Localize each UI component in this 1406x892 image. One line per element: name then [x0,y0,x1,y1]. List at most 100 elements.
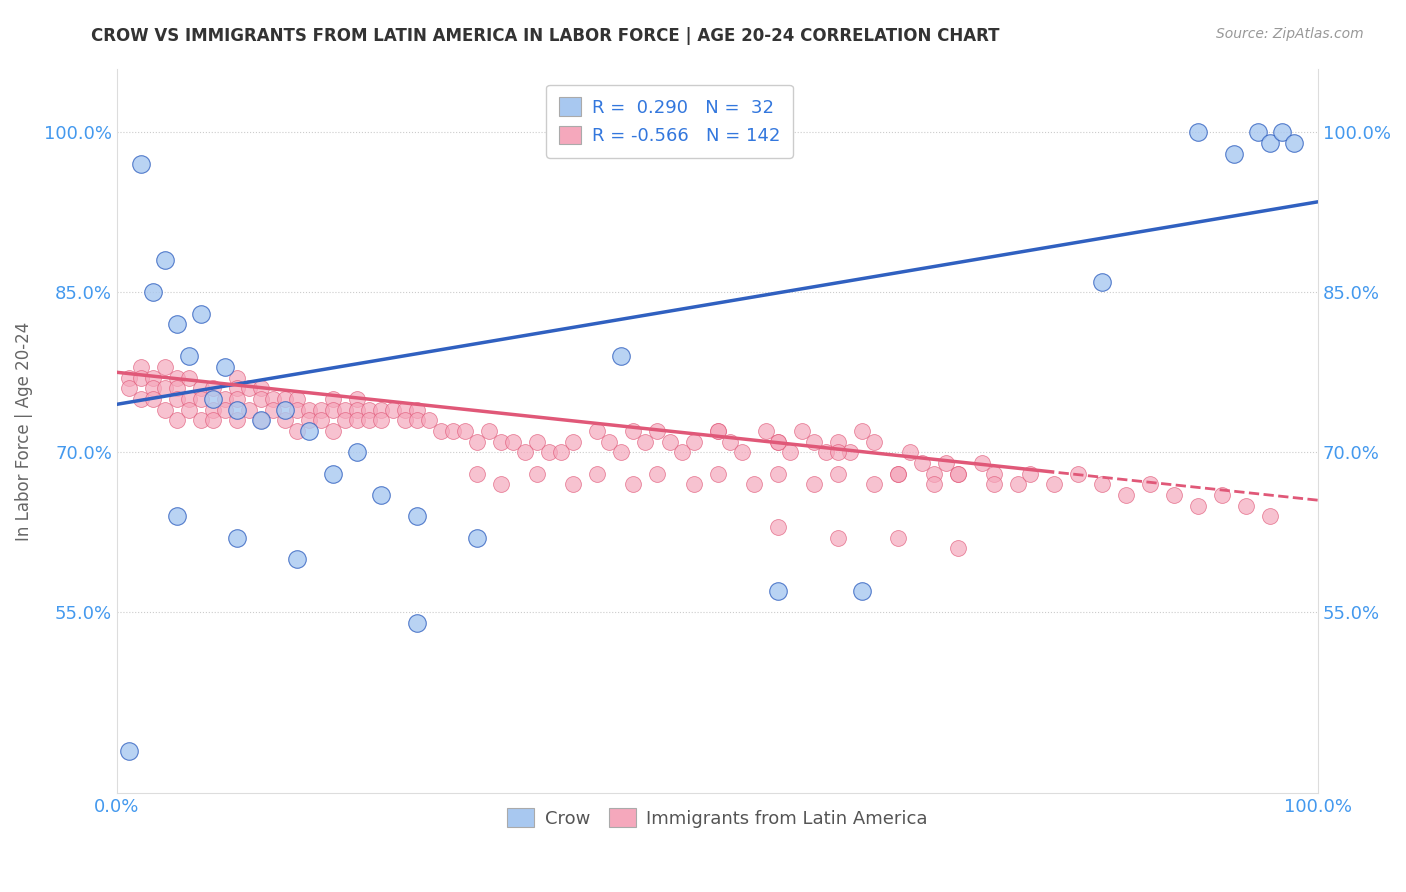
Point [166,381,188,395]
Point [394,413,416,427]
Point [118,381,141,395]
Point [886,467,908,481]
Point [285,424,308,438]
Point [1271,126,1294,140]
Point [454,424,477,438]
Point [682,477,704,491]
Point [1187,126,1209,140]
Legend: Crow, Immigrants from Latin America: Crow, Immigrants from Latin America [501,801,935,835]
Point [1091,477,1114,491]
Point [250,392,273,406]
Point [922,467,945,481]
Point [946,467,969,481]
Point [779,445,801,459]
Point [177,349,200,363]
Point [335,413,357,427]
Point [153,253,176,268]
Point [370,402,392,417]
Point [610,349,633,363]
Point [766,520,789,534]
Point [491,477,513,491]
Point [238,402,260,417]
Point [766,434,789,449]
Point [214,402,236,417]
Point [309,413,332,427]
Point [177,392,200,406]
Point [526,467,548,481]
Point [142,370,165,384]
Point [491,434,513,449]
Point [406,509,429,524]
Point [1258,136,1281,150]
Point [671,445,693,459]
Point [346,413,368,427]
Point [177,402,200,417]
Point [610,445,633,459]
Point [814,445,837,459]
Point [1211,488,1233,502]
Point [166,392,188,406]
Point [142,392,165,406]
Point [262,402,284,417]
Text: Source: ZipAtlas.com: Source: ZipAtlas.com [1216,27,1364,41]
Point [430,424,453,438]
Point [946,467,969,481]
Point [1234,499,1257,513]
Point [465,434,488,449]
Point [346,445,368,459]
Point [682,434,704,449]
Point [202,402,225,417]
Point [1043,477,1066,491]
Point [166,509,188,524]
Point [983,467,1005,481]
Point [406,402,429,417]
Point [515,445,537,459]
Point [742,477,765,491]
Point [226,392,249,406]
Text: CROW VS IMMIGRANTS FROM LATIN AMERICA IN LABOR FORCE | AGE 20-24 CORRELATION CHA: CROW VS IMMIGRANTS FROM LATIN AMERICA IN… [91,27,1000,45]
Point [346,402,368,417]
Point [718,434,741,449]
Point [129,157,152,171]
Point [1187,499,1209,513]
Point [730,445,752,459]
Point [862,434,884,449]
Point [586,467,609,481]
Point [502,434,524,449]
Point [851,424,873,438]
Point [706,424,728,438]
Point [935,456,957,470]
Point [465,531,488,545]
Point [766,583,789,598]
Point [322,402,344,417]
Point [1163,488,1185,502]
Point [322,392,344,406]
Point [214,359,236,374]
Point [285,552,308,566]
Point [250,413,273,427]
Point [202,413,225,427]
Point [550,445,572,459]
Point [226,381,249,395]
Point [226,531,249,545]
Point [970,456,993,470]
Point [538,445,561,459]
Point [706,424,728,438]
Point [359,413,381,427]
Point [394,402,416,417]
Point [562,434,585,449]
Point [766,467,789,481]
Point [478,424,501,438]
Point [346,392,368,406]
Point [838,445,860,459]
Point [274,413,297,427]
Point [647,424,669,438]
Point [706,467,728,481]
Point [406,413,429,427]
Point [406,615,429,630]
Point [298,424,321,438]
Point [1091,275,1114,289]
Point [129,392,152,406]
Point [922,477,945,491]
Point [274,402,297,417]
